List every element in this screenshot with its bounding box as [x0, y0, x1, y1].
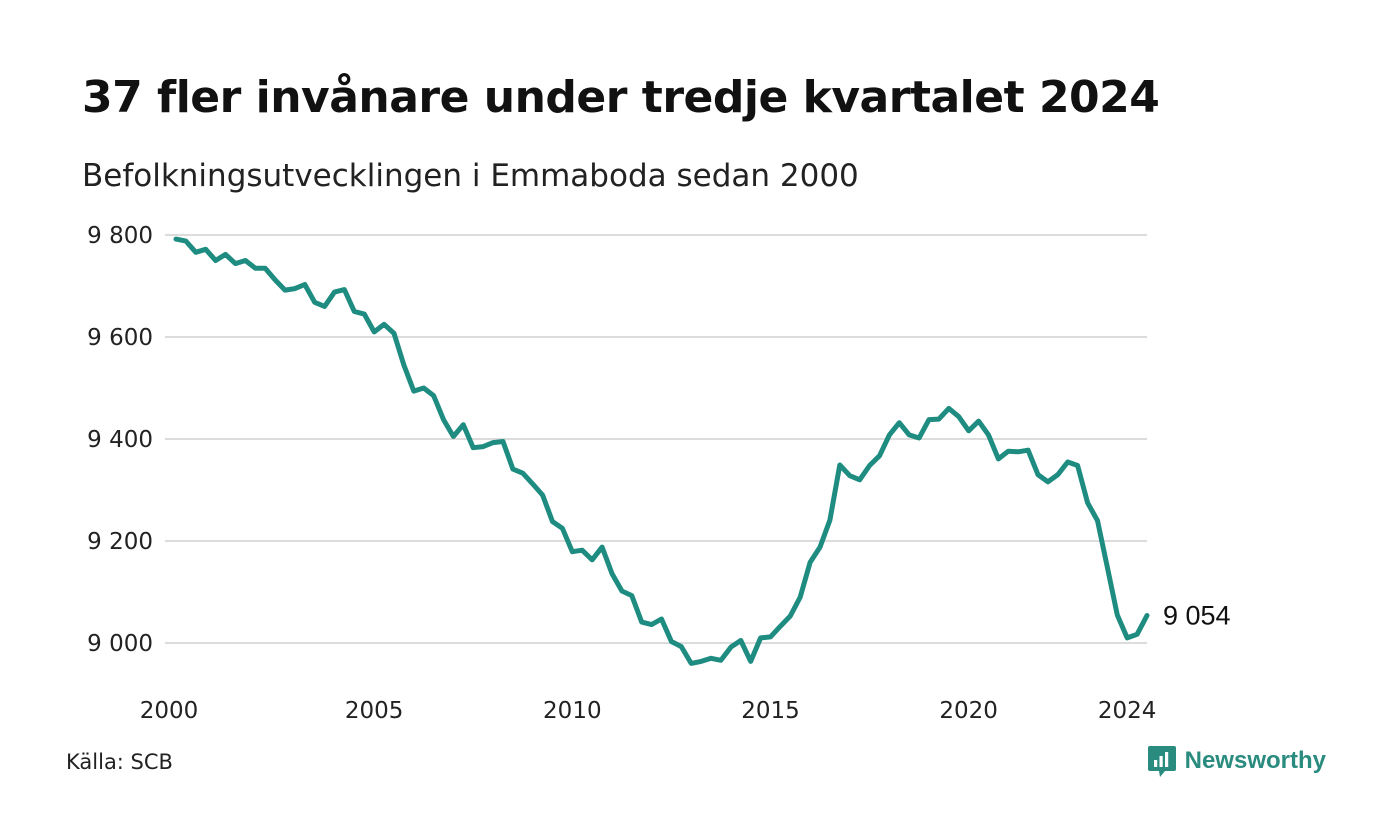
brand-name: Newsworthy [1184, 747, 1326, 774]
x-tick-label: 2024 [1098, 698, 1157, 724]
y-tick-label: 9 200 [87, 529, 153, 555]
x-tick-label: 2020 [939, 698, 998, 724]
gridlines [165, 234, 1147, 644]
y-axis-ticks: 9 000 9 200 9 400 9 600 9 800 [87, 223, 153, 657]
y-tick-label: 9 000 [87, 631, 153, 657]
y-tick-label: 9 600 [87, 325, 153, 351]
x-tick-label: 2015 [741, 698, 800, 724]
x-tick-label: 2005 [345, 698, 404, 724]
x-tick-label: 2000 [140, 698, 199, 724]
x-tick-label: 2010 [543, 698, 602, 724]
series-line [173, 236, 1150, 666]
end-value-label: 9 054 [1163, 600, 1231, 630]
y-tick-label: 9 400 [87, 427, 153, 453]
chart-subtitle: Befolkningsutvecklingen i Emmaboda sedan… [82, 158, 859, 194]
x-axis-ticks: 2000 2005 2010 2015 2020 2024 [140, 698, 1157, 724]
brand-logo[interactable]: Newsworthy [1147, 744, 1326, 778]
chart-title: 37 fler invånare under tredje kvartalet … [82, 72, 1160, 123]
source-note: Källa: SCB [66, 750, 173, 774]
newsworthy-logo-icon [1147, 746, 1176, 777]
y-tick-label: 9 800 [87, 223, 153, 249]
